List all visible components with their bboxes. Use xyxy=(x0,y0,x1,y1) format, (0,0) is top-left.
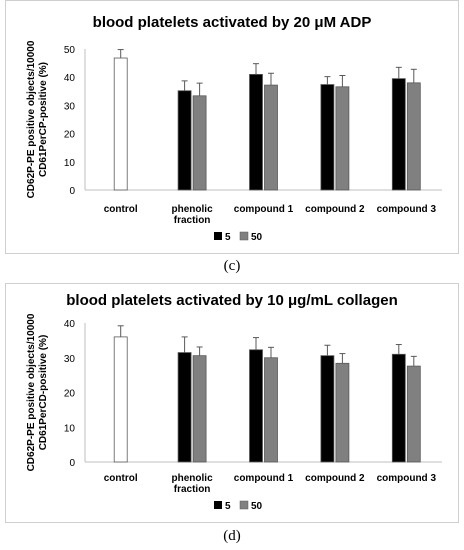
chart-title: blood platelets activated by 10 μg/mL co… xyxy=(66,292,398,309)
legend-swatch-5 xyxy=(214,232,222,240)
bar-5-3 xyxy=(249,349,263,463)
x-category-label-line: fraction xyxy=(174,484,211,495)
x-category-label: compound 1 xyxy=(234,204,294,215)
x-category-label-line: compound 1 xyxy=(234,204,294,215)
chart-title: blood platelets activated by 20 μM ADP xyxy=(93,14,372,31)
bar-50-5 xyxy=(406,82,421,191)
bar-50-5 xyxy=(406,365,421,463)
legend-swatch-5 xyxy=(214,501,222,509)
bar-5-2 xyxy=(177,352,192,463)
bar-50-4 xyxy=(335,362,350,463)
y-tick-label: 0 xyxy=(69,458,75,469)
y-axis-label: CD62P-PE positive objects/10000CD61PerCD… xyxy=(26,313,49,471)
x-category-label-line: compound 2 xyxy=(305,473,365,484)
x-category-label: compound 2 xyxy=(305,204,365,215)
y-axis-label-line1: CD62P-PE positive objects/10000 xyxy=(26,40,37,198)
y-tick-label: 20 xyxy=(64,130,76,141)
chart-d: blood platelets activated by 10 μg/mL co… xyxy=(26,292,442,512)
x-category-label-line: phenolic xyxy=(172,204,214,215)
y-tick-label: 30 xyxy=(64,354,76,365)
y-axis-label-line2: CD61PerCP-positive (%) xyxy=(38,62,49,177)
chart-panel-c: blood platelets activated by 20 μM ADP CD… xyxy=(5,0,459,254)
y-tick-label: 20 xyxy=(64,389,76,400)
bar-50-2 xyxy=(192,95,207,191)
legend-label-5: 5 xyxy=(225,232,231,243)
bar-50-3 xyxy=(264,357,278,463)
y-tick-label: 50 xyxy=(64,45,76,56)
bar-5-4 xyxy=(320,84,335,191)
legend-label-50: 50 xyxy=(251,501,263,512)
x-category-label-line: compound 2 xyxy=(305,204,365,215)
x-category-label: compound 3 xyxy=(377,473,437,484)
x-category-label-line: control xyxy=(104,473,138,484)
y-tick-label: 10 xyxy=(64,158,76,169)
x-category-label: control xyxy=(104,473,138,484)
bar-5-5 xyxy=(391,78,406,191)
bar-5-3 xyxy=(249,73,263,191)
bar-control-1 xyxy=(113,57,128,191)
y-tick-label: 30 xyxy=(64,101,76,112)
bar-50-4 xyxy=(335,86,350,191)
bar-5-2 xyxy=(177,90,192,191)
bar-5-5 xyxy=(391,353,406,463)
legend-label-5: 5 xyxy=(225,501,231,512)
chart-panel-d: blood platelets activated by 10 μg/mL co… xyxy=(5,283,459,523)
legend-swatch-50 xyxy=(239,500,249,510)
x-category-label: compound 1 xyxy=(234,473,294,484)
bar-50-3 xyxy=(264,84,278,191)
x-category-label: control xyxy=(104,204,138,215)
chart-c: blood platelets activated by 20 μM ADP CD… xyxy=(26,14,442,243)
y-tick-label: 10 xyxy=(64,423,76,434)
y-tick-label: 40 xyxy=(64,319,76,330)
bar-5-4 xyxy=(320,355,335,463)
panel-label-c: (c) xyxy=(223,258,241,274)
y-axis-label: CD62P-PE positive objects/10000CD61PerCP… xyxy=(26,40,49,198)
x-category-label-line: compound 3 xyxy=(377,204,437,215)
y-axis-label-line1: CD62P-PE positive objects/10000 xyxy=(26,313,37,471)
x-category-label: phenolic fraction xyxy=(172,204,214,226)
bar-control-1 xyxy=(113,336,128,463)
x-category-label-line: control xyxy=(104,204,138,215)
x-category-label-line: phenolic xyxy=(172,473,214,484)
x-category-label-line: compound 1 xyxy=(234,473,294,484)
y-axis-label-line2: CD61PerCD-positive (%) xyxy=(38,335,49,451)
y-tick-label: 0 xyxy=(69,186,75,197)
x-category-label: phenolic fraction xyxy=(172,473,214,495)
legend-label-50: 50 xyxy=(251,232,263,243)
x-category-label: compound 3 xyxy=(377,204,437,215)
legend-swatch-50 xyxy=(239,231,249,241)
y-tick-label: 40 xyxy=(64,73,76,84)
x-category-label-line: compound 3 xyxy=(377,473,437,484)
panel-label-d: (d) xyxy=(223,528,241,544)
bar-50-2 xyxy=(192,355,207,463)
x-category-label: compound 2 xyxy=(305,473,365,484)
x-category-label-line: fraction xyxy=(174,215,211,226)
